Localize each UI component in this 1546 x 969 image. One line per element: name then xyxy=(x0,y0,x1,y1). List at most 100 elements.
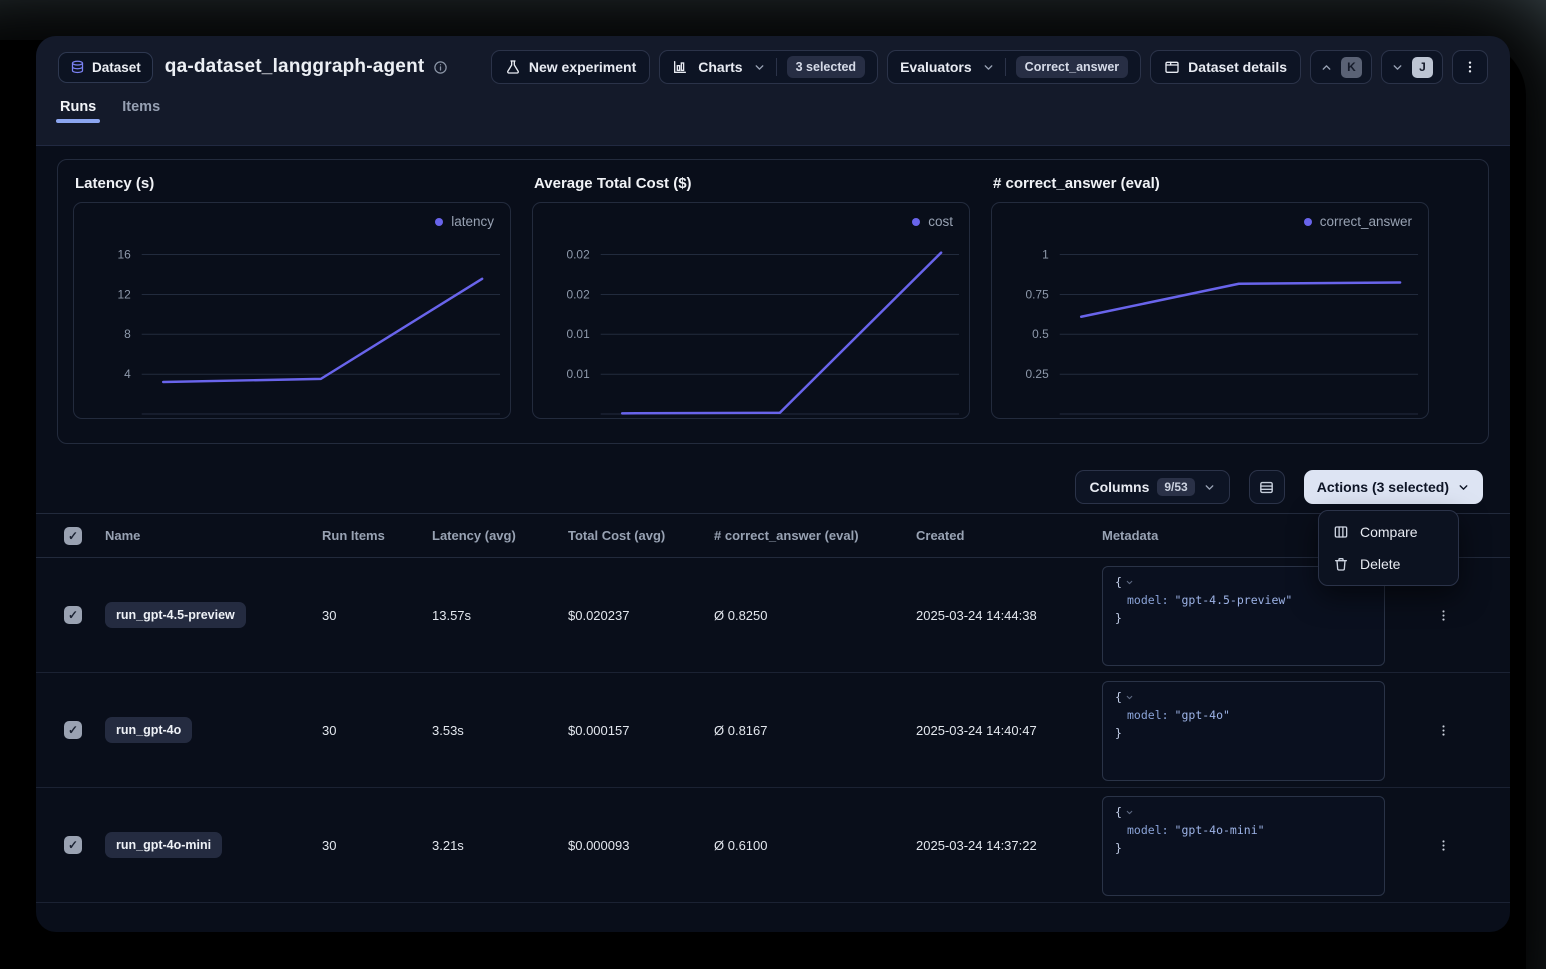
run-items-value: 30 xyxy=(322,607,337,623)
svg-text:4: 4 xyxy=(124,367,131,381)
cost-chart-card: Average Total Cost ($) cost 0.02 0.02 0.01… xyxy=(532,174,970,429)
rows-icon xyxy=(1260,481,1274,493)
row-checkbox[interactable] xyxy=(64,836,82,854)
run-items-value: 30 xyxy=(322,722,337,738)
created-value: 2025-03-24 14:37:22 xyxy=(916,837,1037,853)
table-header-row: Name Run Items Latency (avg) Total Cost … xyxy=(36,513,1510,558)
metadata-json[interactable]: { model: "gpt-4o" } xyxy=(1102,681,1385,781)
chart-legend: cost xyxy=(912,214,953,229)
nav-previous-button[interactable]: K xyxy=(1310,50,1372,84)
flask-icon xyxy=(506,60,519,74)
select-all-checkbox[interactable] xyxy=(64,526,82,545)
row-height-button[interactable] xyxy=(1248,470,1285,504)
charts-selected-badge: 3 selected xyxy=(786,56,866,78)
info-icon[interactable] xyxy=(433,60,448,75)
menu-item-delete[interactable]: Delete xyxy=(1324,548,1453,580)
tab-bar: Runs Items xyxy=(55,99,1488,125)
new-experiment-label: New experiment xyxy=(528,59,637,75)
correct-answer-value: Ø 0.6100 xyxy=(714,837,768,853)
bar-chart-icon xyxy=(674,61,687,73)
row-kebab-menu-button[interactable] xyxy=(1432,834,1455,857)
total-cost-value: $0.000093 xyxy=(568,837,630,853)
total-cost-value: $0.000157 xyxy=(568,722,630,738)
dataset-details-label: Dataset details xyxy=(1188,59,1287,75)
chart-title: Average Total Cost ($) xyxy=(534,175,692,192)
chart-legend: correct_answer xyxy=(1303,214,1412,229)
page-title: qa-dataset_langgraph-agent xyxy=(164,56,425,77)
created-value: 2025-03-24 14:40:47 xyxy=(916,722,1037,738)
dataset-badge-label: Dataset xyxy=(92,59,141,75)
legend-dot-icon xyxy=(1303,217,1312,226)
charts-label: Charts xyxy=(698,59,743,75)
dataset-details-button[interactable]: Dataset details xyxy=(1150,50,1301,84)
run-name-badge[interactable]: run_gpt-4o-mini xyxy=(105,832,223,858)
charts-section: Latency (s) latency 16 12 8 4 Average Total… xyxy=(57,159,1489,444)
metadata-json[interactable]: { model: "gpt-4o-mini" } xyxy=(1102,796,1385,896)
app-header: Dataset qa-dataset_langgraph-agent New e… xyxy=(36,36,1510,146)
column-header-name[interactable]: Name xyxy=(105,528,141,543)
legend-label: latency xyxy=(451,214,494,229)
run-name-badge[interactable]: run_gpt-4o xyxy=(105,717,193,743)
evaluators-button-group[interactable]: Evaluators Correct_answer xyxy=(887,50,1142,84)
legend-label: cost xyxy=(928,214,953,229)
chevron-down-icon xyxy=(1391,61,1404,74)
svg-text:0.01: 0.01 xyxy=(566,327,590,341)
database-icon xyxy=(71,60,84,73)
chart-title: Latency (s) xyxy=(75,175,155,192)
table-row[interactable]: run_gpt-4.5-preview 30 13.57s $0.020237 … xyxy=(36,558,1510,673)
fold-chevron-icon[interactable] xyxy=(1125,693,1134,702)
charts-button-group[interactable]: Charts 3 selected xyxy=(659,50,879,84)
correct-answer-chart-card: # correct_answer (eval) correct_answer 1… xyxy=(991,174,1429,429)
table-row[interactable]: run_gpt-4o-mini 30 3.21s $0.000093 Ø 0.6… xyxy=(36,788,1510,903)
menu-item-compare[interactable]: Compare xyxy=(1324,516,1453,548)
fold-chevron-icon[interactable] xyxy=(1125,808,1134,817)
column-header-correct-answer[interactable]: # correct_answer (eval) xyxy=(714,528,859,543)
chevron-up-icon xyxy=(1320,61,1333,74)
columns-button[interactable]: Columns 9/53 xyxy=(1075,470,1230,504)
nav-next-button[interactable]: J xyxy=(1381,50,1443,84)
fold-chevron-icon[interactable] xyxy=(1125,578,1134,587)
keyboard-shortcut-k: K xyxy=(1341,56,1362,78)
new-experiment-button[interactable]: New experiment xyxy=(490,50,651,84)
correct-answer-line-chart: 1 0.75 0.5 0.25 xyxy=(992,203,1428,418)
tab-items[interactable]: Items xyxy=(122,99,161,115)
svg-text:16: 16 xyxy=(117,248,131,262)
svg-text:0.01: 0.01 xyxy=(566,367,590,381)
column-header-total-cost[interactable]: Total Cost (avg) xyxy=(568,528,666,543)
run-name-badge[interactable]: run_gpt-4.5-preview xyxy=(105,602,246,628)
correct-answer-value: Ø 0.8167 xyxy=(714,722,768,738)
folder-icon xyxy=(1165,61,1179,73)
svg-text:0.25: 0.25 xyxy=(1025,367,1049,381)
header-kebab-menu-button[interactable] xyxy=(1452,50,1488,84)
table-toolbar: Columns 9/53 Actions (3 selected) xyxy=(36,470,1510,504)
row-kebab-menu-button[interactable] xyxy=(1432,604,1455,627)
table-row[interactable]: run_gpt-4o 30 3.53s $0.000157 Ø 0.8167 2… xyxy=(36,673,1510,788)
chevron-down-icon xyxy=(982,61,995,74)
svg-text:0.02: 0.02 xyxy=(566,287,590,301)
run-items-value: 30 xyxy=(322,837,337,853)
evaluators-label: Evaluators xyxy=(900,59,972,75)
app-window: Dataset qa-dataset_langgraph-agent New e… xyxy=(36,36,1510,932)
column-header-metadata[interactable]: Metadata xyxy=(1102,528,1159,543)
svg-text:1: 1 xyxy=(1042,248,1049,262)
tab-runs[interactable]: Runs xyxy=(55,99,101,125)
kebab-icon xyxy=(1468,61,1472,73)
evaluator-badge: Correct_answer xyxy=(1015,56,1129,78)
row-checkbox[interactable] xyxy=(64,606,82,624)
row-checkbox[interactable] xyxy=(64,721,82,739)
legend-label: correct_answer xyxy=(1319,214,1412,229)
column-header-created[interactable]: Created xyxy=(916,528,965,543)
actions-button[interactable]: Actions (3 selected) xyxy=(1303,470,1483,504)
svg-text:8: 8 xyxy=(124,327,131,341)
chevron-down-icon xyxy=(753,61,766,74)
latency-value: 3.53s xyxy=(432,722,464,738)
column-header-run-items[interactable]: Run Items xyxy=(322,528,385,543)
actions-dropdown-menu: Compare Delete xyxy=(1318,510,1459,586)
row-kebab-menu-button[interactable] xyxy=(1432,719,1455,742)
kebab-icon xyxy=(1441,724,1445,736)
column-header-latency[interactable]: Latency (avg) xyxy=(432,528,516,543)
latency-value: 3.21s xyxy=(432,837,464,853)
columns-compare-icon xyxy=(1333,524,1349,540)
latency-line-chart: 16 12 8 4 xyxy=(74,203,510,418)
legend-dot-icon xyxy=(435,217,444,226)
